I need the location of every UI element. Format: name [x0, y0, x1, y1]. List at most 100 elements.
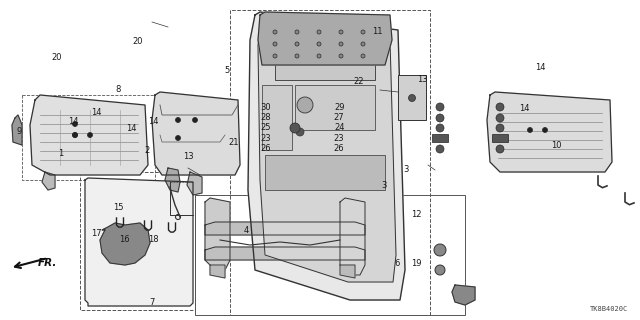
Circle shape	[361, 42, 365, 46]
Text: TK8B4020C: TK8B4020C	[589, 306, 628, 312]
Polygon shape	[152, 92, 240, 175]
Bar	[262, 85, 292, 150]
Circle shape	[361, 30, 365, 34]
Text: 20: 20	[51, 53, 61, 62]
Circle shape	[496, 103, 504, 111]
Text: 26: 26	[260, 144, 271, 153]
Polygon shape	[165, 168, 180, 192]
Text: 28: 28	[260, 113, 271, 122]
Text: 3: 3	[381, 181, 387, 190]
Circle shape	[317, 30, 321, 34]
Text: 6: 6	[394, 260, 399, 268]
Circle shape	[436, 114, 444, 122]
Polygon shape	[248, 12, 405, 300]
Circle shape	[273, 30, 277, 34]
Circle shape	[72, 122, 77, 126]
Text: 18: 18	[148, 236, 159, 244]
Text: 7: 7	[150, 298, 155, 307]
Circle shape	[72, 132, 77, 138]
Text: 14: 14	[148, 117, 159, 126]
Polygon shape	[42, 172, 55, 190]
Circle shape	[434, 244, 446, 256]
Circle shape	[175, 135, 180, 140]
Text: 14: 14	[91, 108, 101, 117]
Text: 14: 14	[520, 104, 530, 113]
Circle shape	[496, 114, 504, 122]
Polygon shape	[30, 95, 148, 175]
Text: 4: 4	[244, 226, 249, 235]
Text: 14: 14	[536, 63, 546, 72]
Text: 9: 9	[17, 127, 22, 136]
Circle shape	[295, 30, 299, 34]
Polygon shape	[205, 198, 230, 270]
Circle shape	[436, 124, 444, 132]
Circle shape	[436, 145, 444, 153]
Circle shape	[317, 54, 321, 58]
Polygon shape	[12, 115, 22, 145]
Bar	[432, 134, 448, 142]
Text: 27: 27	[334, 113, 344, 122]
Text: 10: 10	[552, 141, 562, 150]
Text: 21: 21	[228, 138, 239, 147]
Circle shape	[543, 127, 547, 132]
Bar	[265, 155, 385, 190]
Text: 12: 12	[411, 210, 421, 219]
Polygon shape	[210, 265, 225, 278]
Text: 11: 11	[372, 28, 383, 36]
Text: 5: 5	[225, 66, 230, 75]
Text: 8: 8	[116, 85, 121, 94]
Circle shape	[296, 128, 304, 136]
Circle shape	[88, 132, 93, 138]
Circle shape	[361, 54, 365, 58]
Text: 23: 23	[260, 134, 271, 143]
Text: 26: 26	[334, 144, 344, 153]
Bar	[398, 75, 426, 120]
Circle shape	[175, 117, 180, 123]
Circle shape	[295, 54, 299, 58]
Circle shape	[496, 124, 504, 132]
Text: 30: 30	[260, 103, 271, 112]
Text: FR.: FR.	[38, 258, 58, 268]
Circle shape	[295, 42, 299, 46]
Bar	[492, 134, 508, 142]
Circle shape	[339, 42, 343, 46]
Text: 25: 25	[260, 124, 271, 132]
Polygon shape	[85, 178, 193, 306]
Text: 16: 16	[120, 236, 130, 244]
Circle shape	[339, 30, 343, 34]
Text: 29: 29	[334, 103, 344, 112]
Circle shape	[408, 94, 415, 101]
Text: 23: 23	[334, 134, 344, 143]
Circle shape	[436, 103, 444, 111]
Text: 3: 3	[404, 165, 409, 174]
Polygon shape	[258, 20, 396, 282]
Circle shape	[339, 54, 343, 58]
Text: 24: 24	[334, 124, 344, 132]
Circle shape	[273, 54, 277, 58]
Text: 17: 17	[91, 229, 101, 238]
Circle shape	[435, 265, 445, 275]
Bar	[195, 195, 465, 315]
Polygon shape	[452, 285, 475, 305]
Polygon shape	[205, 222, 365, 235]
Circle shape	[496, 145, 504, 153]
Circle shape	[290, 123, 300, 133]
Circle shape	[527, 127, 532, 132]
Text: 2: 2	[145, 146, 150, 155]
Polygon shape	[340, 198, 365, 275]
Bar	[275, 30, 375, 80]
Polygon shape	[187, 172, 202, 195]
Circle shape	[72, 132, 77, 138]
Bar	[295, 85, 375, 130]
Circle shape	[193, 117, 198, 123]
Polygon shape	[340, 265, 355, 278]
Polygon shape	[258, 12, 392, 65]
Circle shape	[273, 42, 277, 46]
Text: 15: 15	[113, 204, 124, 212]
Polygon shape	[487, 92, 612, 172]
Text: 1: 1	[58, 149, 63, 158]
Text: 13: 13	[417, 76, 428, 84]
Text: 19: 19	[411, 260, 421, 268]
Polygon shape	[100, 223, 150, 265]
Circle shape	[317, 42, 321, 46]
